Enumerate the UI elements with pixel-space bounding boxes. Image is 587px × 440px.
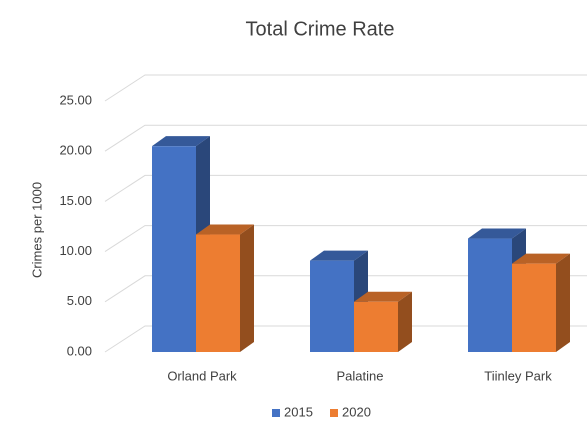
- bar-top: [354, 291, 412, 302]
- bar-side: [398, 291, 412, 352]
- y-tick-label: 20.00: [59, 143, 92, 158]
- y-tick-label: 5.00: [67, 293, 92, 308]
- y-tick-label: 0.00: [67, 343, 92, 358]
- grid-line: [104, 325, 587, 353]
- y-tick-label: 10.00: [59, 243, 92, 258]
- bar-top: [468, 228, 526, 239]
- grid-line: [104, 275, 587, 303]
- chart-title: Total Crime Rate: [246, 18, 395, 40]
- legend-label: 2020: [342, 404, 371, 419]
- x-tick-label: Tiinley Park: [484, 368, 552, 383]
- bar: [512, 263, 556, 352]
- bar-top: [512, 253, 570, 264]
- grid-line: [104, 124, 587, 152]
- bar: [354, 301, 398, 352]
- grid-line: [104, 174, 587, 202]
- legend-swatch: [330, 409, 338, 417]
- legend-label: 2015: [284, 404, 313, 419]
- bar: [310, 260, 354, 352]
- y-tick-label: 25.00: [59, 92, 92, 107]
- y-tick-label: 15.00: [59, 193, 92, 208]
- x-tick-label: Palatine: [337, 368, 384, 383]
- bar: [152, 146, 196, 352]
- bar-top: [152, 136, 210, 147]
- bar-top: [310, 250, 368, 261]
- y-axis-title: Crimes per 1000: [29, 182, 44, 278]
- bar-top: [196, 224, 254, 235]
- bar: [468, 238, 512, 352]
- grid-line: [104, 225, 587, 253]
- bar-side: [556, 253, 570, 352]
- x-tick-label: Orland Park: [167, 368, 237, 383]
- legend-swatch: [272, 409, 280, 417]
- bar: [196, 234, 240, 352]
- grid-line: [104, 74, 587, 102]
- bar-side: [240, 224, 254, 352]
